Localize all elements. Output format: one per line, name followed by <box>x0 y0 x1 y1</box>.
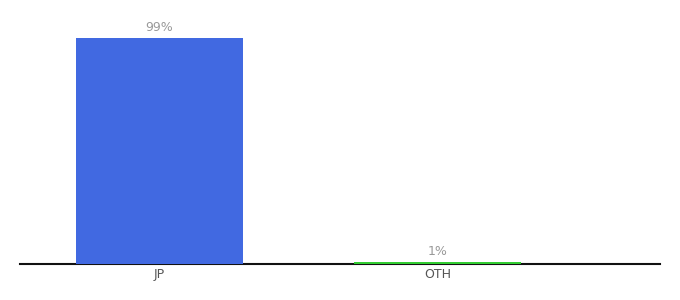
Bar <box>76 38 243 264</box>
Text: 1%: 1% <box>427 245 447 258</box>
Text: 99%: 99% <box>146 21 173 34</box>
Bar <box>354 262 521 264</box>
